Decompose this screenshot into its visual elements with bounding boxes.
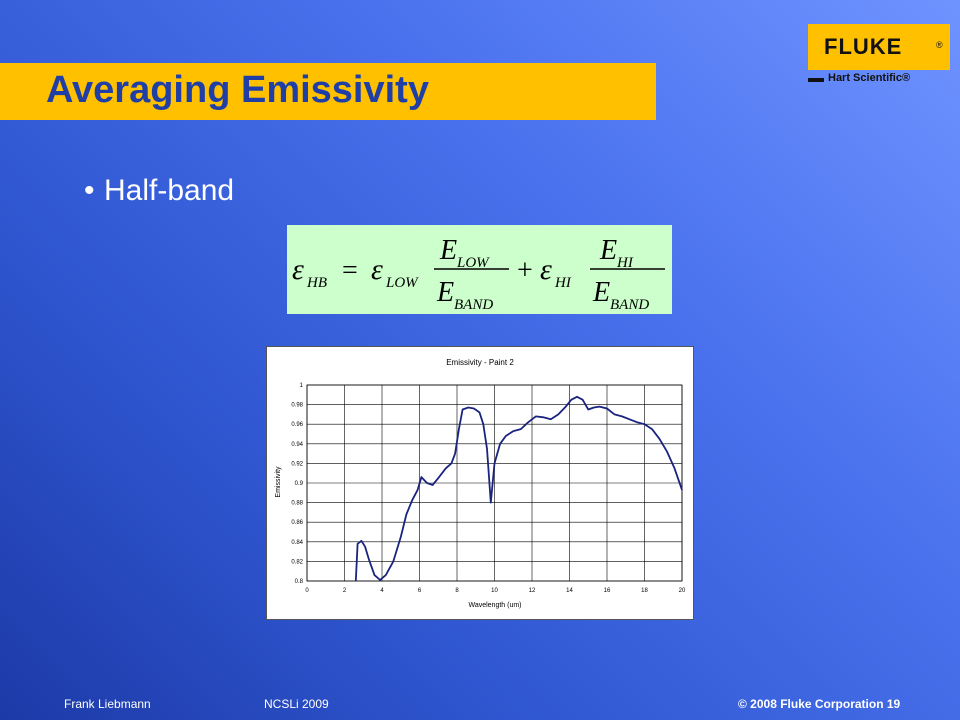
bullet-dot: • bbox=[84, 174, 95, 207]
y-tick-label: 0.8 bbox=[295, 579, 304, 585]
y-tick-label: 0.86 bbox=[291, 520, 303, 526]
x-tick-label: 4 bbox=[380, 588, 384, 594]
footer-author: Frank Liebmann bbox=[64, 697, 151, 711]
term1-denominator: E bbox=[436, 277, 454, 308]
emissivity-chart: Emissivity - Paint 2 Wavelength (um) Emi… bbox=[266, 346, 694, 620]
y-tick-label: 0.82 bbox=[291, 559, 303, 565]
x-tick-label: 8 bbox=[455, 588, 459, 594]
chart-y-axis-label: Emissivity bbox=[275, 466, 282, 498]
y-tick-label: 0.9 bbox=[295, 481, 304, 487]
footer-event: NCSLi 2009 bbox=[264, 697, 329, 711]
lhs-subscript: HB bbox=[306, 275, 327, 291]
term1-numerator: E bbox=[439, 235, 457, 266]
term2-epsilon: ε bbox=[540, 253, 552, 286]
title-bar: Averaging Emissivity bbox=[0, 63, 656, 120]
x-tick-label: 14 bbox=[566, 588, 573, 594]
x-tick-label: 2 bbox=[343, 588, 347, 594]
x-tick-label: 12 bbox=[529, 588, 536, 594]
y-tick-label: 0.96 bbox=[291, 422, 303, 428]
x-tick-label: 6 bbox=[418, 588, 422, 594]
chart-svg: Emissivity - Paint 2 Wavelength (um) Emi… bbox=[275, 358, 686, 609]
logo-registered-mark: ® bbox=[936, 40, 943, 50]
hart-scientific-label: Hart Scientific® bbox=[828, 72, 911, 84]
term1-subscript: LOW bbox=[385, 275, 419, 291]
fluke-logo: FLUKE ® bbox=[808, 24, 950, 70]
chart-title: Emissivity - Paint 2 bbox=[446, 358, 514, 367]
y-tick-label: 0.94 bbox=[291, 442, 303, 448]
term1-numerator-sub: LOW bbox=[456, 255, 490, 271]
equals-sign: = bbox=[342, 255, 358, 286]
x-tick-label: 0 bbox=[305, 588, 309, 594]
y-tick-label: 1 bbox=[300, 383, 304, 389]
formula-box: ε HB = ε LOW E LOW E BAND + ε HI E HI E … bbox=[287, 225, 672, 314]
term1-denominator-sub: BAND bbox=[454, 297, 493, 313]
term2-denominator-sub: BAND bbox=[610, 297, 649, 313]
term2-subscript: HI bbox=[554, 275, 572, 291]
lhs-epsilon: ε bbox=[292, 253, 304, 286]
footer-copyright: © 2008 Fluke Corporation 19 bbox=[738, 697, 901, 711]
y-tick-label: 0.84 bbox=[291, 540, 303, 546]
x-tick-label: 10 bbox=[491, 588, 498, 594]
y-tick-label: 0.88 bbox=[291, 501, 303, 507]
logo-brand: FLUKE bbox=[824, 34, 903, 59]
term2-denominator: E bbox=[592, 277, 610, 308]
plus-sign: + bbox=[517, 255, 533, 286]
term2-numerator: E bbox=[599, 235, 617, 266]
chart-x-axis-label: Wavelength (um) bbox=[468, 602, 521, 609]
x-tick-label: 18 bbox=[641, 588, 648, 594]
half-band-formula: ε HB = ε LOW E LOW E BAND + ε HI E HI E … bbox=[292, 235, 665, 313]
page-title: Averaging Emissivity bbox=[46, 69, 429, 111]
x-tick-label: 20 bbox=[679, 588, 686, 594]
term1-epsilon: ε bbox=[371, 253, 383, 286]
term2-numerator-sub: HI bbox=[616, 255, 634, 271]
series-line bbox=[354, 395, 683, 582]
y-tick-label: 0.92 bbox=[291, 461, 303, 467]
hart-logo-dash bbox=[808, 78, 824, 82]
x-tick-label: 16 bbox=[604, 588, 611, 594]
bullet-text: Half-band bbox=[104, 174, 235, 207]
y-tick-label: 0.98 bbox=[291, 403, 303, 409]
